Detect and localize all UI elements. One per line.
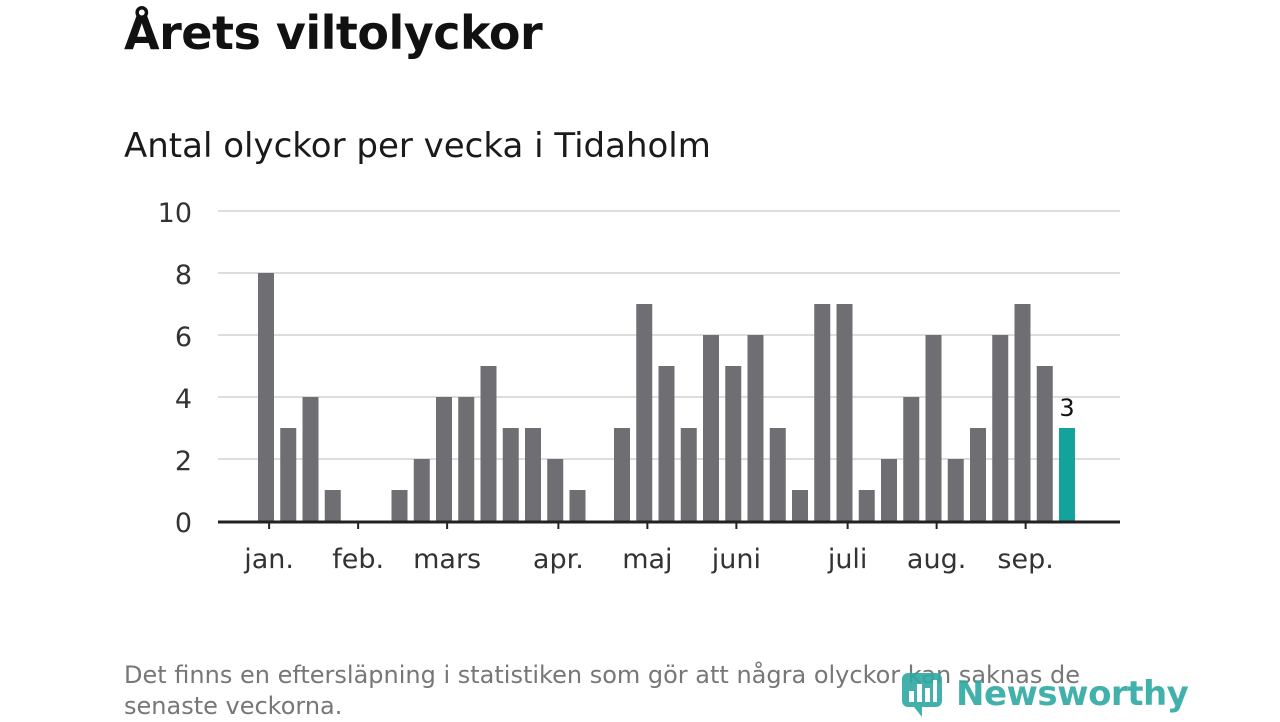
y-tick-label: 0 — [175, 508, 192, 539]
bar — [903, 397, 920, 521]
bar — [1036, 366, 1053, 521]
bar — [302, 397, 319, 521]
bar — [280, 428, 297, 521]
data-label: 3 — [1059, 394, 1074, 422]
x-tick-label: jan. — [243, 544, 294, 575]
bar — [814, 304, 831, 521]
y-tick-label: 8 — [175, 260, 192, 291]
x-tick-label: aug. — [907, 544, 966, 575]
bar — [636, 304, 653, 521]
bar — [547, 459, 564, 521]
bar — [769, 428, 786, 521]
bar — [925, 335, 942, 521]
bar — [258, 273, 274, 521]
bar — [525, 428, 541, 521]
bar — [658, 366, 675, 521]
bar — [747, 335, 764, 521]
bar — [458, 397, 475, 521]
y-tick-label: 2 — [175, 446, 192, 477]
newsworthy-logo-icon — [902, 673, 942, 717]
bar — [947, 459, 964, 521]
bar — [725, 366, 742, 521]
logo-text: Newsworthy — [956, 674, 1189, 714]
newsworthy-logo: Newsworthy — [900, 668, 1189, 720]
bar — [436, 397, 452, 521]
bar — [792, 490, 808, 521]
bar — [680, 428, 697, 521]
y-tick-label: 4 — [175, 384, 192, 415]
bar — [502, 428, 519, 521]
x-tick-label: feb. — [332, 544, 384, 575]
bar — [413, 459, 430, 521]
y-tick-label: 6 — [175, 322, 192, 353]
bar — [836, 304, 853, 521]
chart-subtitle: Antal olyckor per vecka i Tidaholm — [124, 126, 711, 166]
x-tick-label: sep. — [997, 544, 1053, 575]
bar — [992, 335, 1009, 521]
bar — [569, 490, 586, 521]
bar — [614, 428, 630, 521]
bar — [970, 428, 986, 521]
chart-title: Årets viltolyckor — [124, 6, 543, 60]
bar — [1014, 304, 1031, 521]
bar — [391, 490, 408, 521]
x-tick-label: mars — [413, 544, 481, 575]
y-tick-label: 10 — [158, 198, 192, 229]
x-tick-label: juli — [827, 544, 868, 575]
bar — [858, 490, 875, 521]
bar-chart: 0 2 4 6 8 10 3 jan. feb. mars apr. maj juni juli aug. s… — [158, 198, 1120, 575]
bar — [480, 366, 497, 521]
x-tick-label: apr. — [533, 544, 584, 575]
x-tick-label: juni — [711, 544, 761, 575]
bar — [703, 335, 719, 521]
bar — [324, 490, 341, 521]
bar-highlight — [1059, 428, 1075, 521]
x-tick-label: maj — [622, 544, 672, 575]
bar — [881, 459, 897, 521]
